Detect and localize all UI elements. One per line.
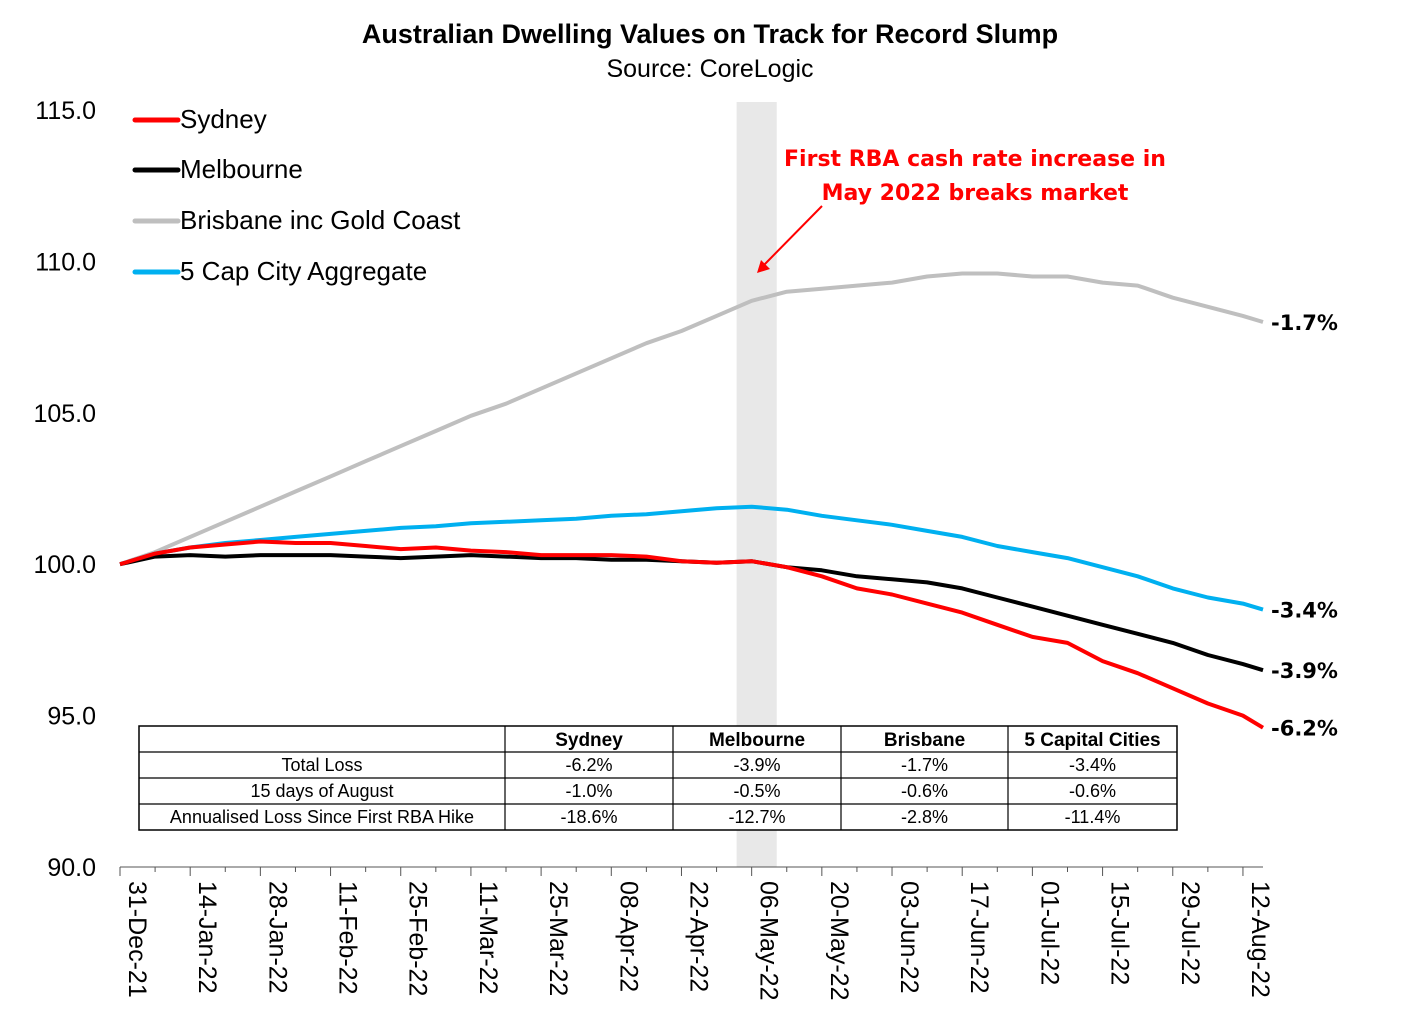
x-tick-label: 01-Jul-22 xyxy=(1035,881,1063,985)
x-tick-label: 22-Apr-22 xyxy=(684,881,712,992)
x-tick-label: 31-Dec-21 xyxy=(123,881,151,998)
table-header: Brisbane xyxy=(884,730,965,751)
end-labels: -1.7% -3.4% -3.9% -6.2% xyxy=(1271,311,1338,741)
x-tick-label: 25-Mar-22 xyxy=(544,881,572,996)
x-tick-label: 06-May-22 xyxy=(755,881,783,1001)
x-tick-label: 11-Mar-22 xyxy=(474,881,502,994)
legend-label-sydney: Sydney xyxy=(180,104,267,134)
table-header: Sydney xyxy=(555,730,623,751)
x-axis: 31-Dec-21 14-Jan-22 28-Jan-22 11-Feb-22 25-F… xyxy=(119,866,1274,1001)
x-tick-label: 25-Feb-22 xyxy=(404,881,432,996)
legend-label-brisbane: Brisbane inc Gold Coast xyxy=(180,205,461,235)
end-label: -1.7% xyxy=(1271,311,1338,335)
chart-subtitle: Source: CoreLogic xyxy=(606,55,813,83)
table-cell: -3.9% xyxy=(733,755,780,775)
table-cell: -1.0% xyxy=(565,781,612,801)
annotation-line-2: May 2022 breaks market xyxy=(822,181,1129,206)
series-lines xyxy=(119,271,1265,730)
table-cell: -2.8% xyxy=(901,807,948,827)
table-cell: -12.7% xyxy=(728,807,785,827)
x-tick-label: 11-Feb-22 xyxy=(334,881,362,995)
y-axis: 115.0 110.0 105.0 100.0 95.0 90.0 xyxy=(33,97,96,882)
x-tick-label: 29-Jul-22 xyxy=(1176,881,1204,985)
series-line-sydney xyxy=(119,539,1265,730)
table-cell: -18.6% xyxy=(560,807,617,827)
chart-title: Australian Dwelling Values on Track for … xyxy=(362,19,1058,49)
legend-label-5-cap-city: 5 Cap City Aggregate xyxy=(180,256,427,286)
end-label: -3.4% xyxy=(1271,599,1338,623)
annotation-arrow xyxy=(762,205,823,267)
x-tick-label: 12-Aug-22 xyxy=(1246,881,1274,998)
end-label: -6.2% xyxy=(1271,717,1338,741)
end-label: -3.9% xyxy=(1271,659,1338,683)
x-tick-label: 14-Jan-22 xyxy=(193,881,221,994)
table-header: 5 Capital Cities xyxy=(1024,730,1160,751)
table-cell: -1.7% xyxy=(901,755,948,775)
table-header: Melbourne xyxy=(709,730,805,751)
rba-annotation: First RBA cash rate increase in May 2022… xyxy=(757,147,1166,273)
y-tick-label: 100.0 xyxy=(33,551,96,579)
series-line-melbourne xyxy=(119,553,1264,673)
y-tick-label: 115.0 xyxy=(35,97,96,125)
series-line-brisbane-inc-gold-coast xyxy=(119,271,1264,567)
y-tick-label: 90.0 xyxy=(47,854,96,882)
y-tick-label: 110.0 xyxy=(35,248,96,276)
x-tick-label: 28-Jan-22 xyxy=(263,881,291,994)
annotation-arrowhead xyxy=(757,260,770,273)
table-cell: -0.6% xyxy=(1069,781,1116,801)
summary-table: Sydney Melbourne Brisbane 5 Capital Cities T… xyxy=(138,725,1178,831)
annotation-line-1: First RBA cash rate increase in xyxy=(784,147,1166,172)
x-tick-label: 20-May-22 xyxy=(825,881,853,1001)
x-tick-label: 03-Jun-22 xyxy=(895,881,923,994)
series-line-5-cap-city-aggregate xyxy=(119,504,1264,612)
table-cell: -0.6% xyxy=(901,781,948,801)
y-tick-label: 95.0 xyxy=(47,703,96,731)
y-tick-label: 105.0 xyxy=(33,400,96,428)
table-cell: -11.4% xyxy=(1065,807,1121,827)
table-cell: -6.2% xyxy=(565,755,612,775)
table-row-label: Total Loss xyxy=(281,755,362,775)
table-row-label: 15 days of August xyxy=(250,781,393,801)
legend: Sydney Melbourne Brisbane inc Gold Coast… xyxy=(132,104,461,286)
table-cell: -3.4% xyxy=(1069,755,1116,775)
table-row-label: Annualised Loss Since First RBA Hike xyxy=(170,807,474,827)
x-tick-label: 17-Jun-22 xyxy=(965,881,993,994)
table-cell: -0.5% xyxy=(733,781,780,801)
x-tick-label: 08-Apr-22 xyxy=(614,881,642,992)
x-tick-label: 15-Jul-22 xyxy=(1106,881,1134,985)
legend-label-melbourne: Melbourne xyxy=(180,154,303,184)
